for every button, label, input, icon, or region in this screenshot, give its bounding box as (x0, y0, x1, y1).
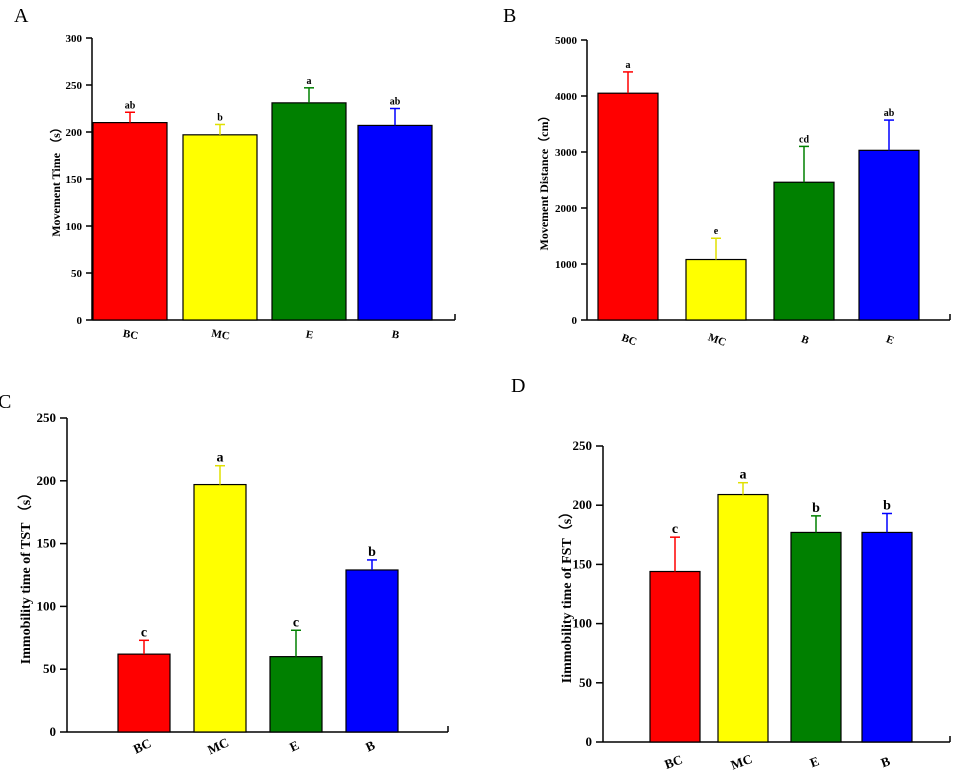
chart-panel-d: D 0 50 100 150 200 250 Iimmobility time of FST（… (511, 375, 951, 773)
significance-letter: c (293, 615, 299, 630)
y-axis-label: Iimmobility time of FST（s） (559, 505, 575, 684)
significance-letter: b (368, 545, 376, 560)
bar-mc (685, 258, 747, 321)
y-axis-label: Movement Distance（cm） (536, 110, 551, 251)
significance-letter: b (217, 112, 223, 123)
y-tick-label: 150 (37, 536, 57, 551)
bar-bc (597, 92, 659, 321)
y-tick-label: 4000 (555, 91, 578, 103)
y-tick-label: 50 (71, 268, 83, 280)
bar-b (861, 531, 913, 743)
y-tick-label: 0 (586, 734, 593, 749)
y-tick-label: 3000 (555, 147, 578, 159)
bar-b (345, 569, 399, 733)
chart-panel-c: C 0 50 100 150 200 250 Immobility time of TST （… (0, 391, 449, 758)
significance-letter: ab (390, 97, 401, 108)
y-tick-label: 150 (66, 174, 83, 186)
panel-label: C (0, 391, 11, 413)
bar-e (790, 531, 842, 743)
significance-letter: a (217, 451, 224, 466)
x-tick-label: B (391, 328, 401, 341)
bar-e (269, 656, 323, 733)
panel-label: B (503, 5, 516, 27)
x-tick-label: B (879, 753, 893, 770)
x-tick-label: BC (122, 328, 139, 342)
panel-label: A (14, 5, 29, 27)
y-tick-label: 50 (579, 675, 592, 690)
significance-letter: b (812, 501, 820, 516)
x-tick-label: MC (706, 331, 727, 349)
bar-b (357, 124, 433, 321)
significance-letter: a (740, 468, 747, 483)
x-tick-label: E (287, 737, 301, 754)
bar-mc (193, 483, 247, 733)
y-tick-label: 200 (573, 497, 593, 512)
x-tick-label: E (808, 753, 821, 770)
bar-e (271, 102, 347, 321)
significance-letter: ab (884, 108, 895, 119)
y-tick-label: 50 (43, 661, 56, 676)
significance-letter: c (141, 625, 147, 640)
y-tick-label: 100 (66, 221, 83, 233)
y-axis-label: Immobility time of TST （s） (18, 486, 34, 664)
significance-letter: cd (799, 134, 809, 145)
x-tick-label: MC (729, 751, 754, 773)
y-tick-label: 0 (77, 315, 83, 327)
chart-panel-b: B 0 1000 2000 3000 4000 5000 Movement Distance（… (503, 5, 951, 349)
significance-letter: c (672, 522, 678, 537)
y-tick-label: 250 (37, 410, 57, 425)
x-tick-label: E (885, 333, 896, 347)
y-tick-label: 100 (37, 598, 57, 613)
bar-mc (182, 134, 258, 321)
significance-letter: a (626, 60, 631, 71)
y-tick-label: 200 (66, 127, 83, 139)
significance-letter: a (307, 76, 312, 87)
x-tick-label: MC (210, 328, 230, 343)
significance-letter: e (714, 226, 719, 237)
y-tick-label: 0 (50, 724, 57, 739)
bar-bc (92, 121, 168, 321)
bar-mc (717, 493, 769, 743)
x-tick-label: E (305, 328, 314, 341)
x-tick-label: B (363, 737, 377, 754)
y-tick-label: 5000 (555, 35, 578, 47)
x-tick-label: B (800, 333, 812, 347)
y-tick-label: 250 (573, 438, 593, 453)
bar-b (773, 181, 835, 321)
panel-label: D (511, 375, 525, 397)
significance-letter: b (883, 498, 891, 513)
x-tick-label: BC (131, 735, 154, 756)
x-tick-label: MC (205, 735, 231, 758)
bar-bc (649, 570, 701, 743)
y-tick-label: 1000 (555, 259, 578, 271)
bar-bc (117, 653, 171, 733)
y-axis-label: Movement Time （s） (48, 121, 63, 237)
y-tick-label: 150 (573, 556, 593, 571)
y-tick-label: 200 (37, 473, 57, 488)
y-tick-label: 250 (66, 80, 83, 92)
y-tick-label: 0 (572, 315, 578, 327)
bar-e (858, 149, 920, 321)
y-tick-label: 100 (573, 616, 593, 631)
x-tick-label: BC (662, 752, 684, 772)
y-tick-label: 300 (66, 33, 83, 45)
x-tick-label: BC (620, 332, 639, 349)
y-tick-label: 2000 (555, 203, 578, 215)
significance-letter: ab (125, 100, 136, 111)
